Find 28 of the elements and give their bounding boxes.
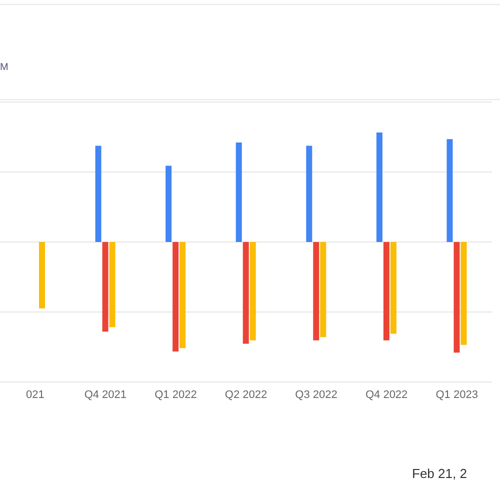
text: Feb 21, 2 (412, 466, 467, 481)
bar (250, 242, 256, 340)
x-tick-label: 021 (26, 388, 44, 401)
x-tick-label: Q2 2022 (224, 388, 268, 401)
bar (446, 139, 453, 242)
bar (109, 242, 116, 328)
bar (460, 242, 467, 345)
bar (95, 146, 102, 242)
chart-subtitle: M (0, 62, 8, 73)
x-tick-label: Q1 2023 (436, 388, 478, 401)
x-tick-label: Q1 2022 (154, 388, 197, 401)
bar (242, 242, 249, 344)
bar (320, 242, 326, 338)
bar (39, 242, 45, 308)
x-tick-label: Q4 2021 (84, 388, 127, 401)
bar (102, 242, 108, 332)
bar (166, 166, 172, 242)
bar (376, 132, 382, 242)
bar (180, 242, 186, 348)
bar (390, 242, 396, 334)
bar (236, 142, 242, 242)
x-tick-label: Q4 2022 (365, 388, 408, 401)
bar (172, 242, 179, 352)
bar (313, 242, 320, 340)
x-tick-label: Q3 2022 (295, 388, 338, 401)
bar (454, 242, 460, 353)
bar (306, 146, 312, 242)
bar (383, 242, 390, 340)
